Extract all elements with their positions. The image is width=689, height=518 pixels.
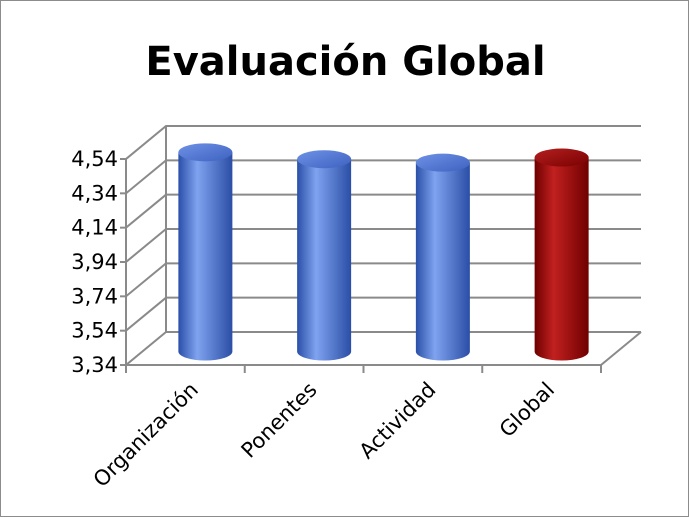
bar-top [534,148,589,167]
y-tick-label: 3,74 [71,284,118,308]
x-tick-label: Organización [89,378,203,492]
y-tick-label: 3,34 [71,353,118,377]
y-tick-label: 4,34 [71,181,118,205]
y-tick-label: 3,94 [71,250,118,274]
bar-body [415,162,470,361]
y-tick-labels: 3,34 3,54 3,74 3,94 4,14 4,34 4,54 [71,147,118,377]
bar-body [297,159,352,361]
x-tick-label: Ponentes [237,378,322,463]
x-tick-label: Global [495,378,559,442]
y-tick-label: 4,54 [71,147,118,171]
bar-ponentes [297,150,352,361]
bar-body [178,152,233,361]
bar-actividad [415,153,470,361]
y-tick-label: 4,14 [71,216,118,240]
bar-top [297,150,352,169]
bar-top [415,153,470,172]
bars [178,143,589,361]
bar-global [534,148,589,361]
y-tick-label: 3,54 [71,319,118,343]
chart-title: Evaluación Global [145,39,546,85]
x-tick-label: Actividad [355,378,441,464]
bar-top [178,143,233,162]
x-tick-labels: Organización Ponentes Actividad Global [89,378,560,492]
bar-organización [178,143,233,361]
bar-body [534,157,589,361]
axes [120,126,642,373]
